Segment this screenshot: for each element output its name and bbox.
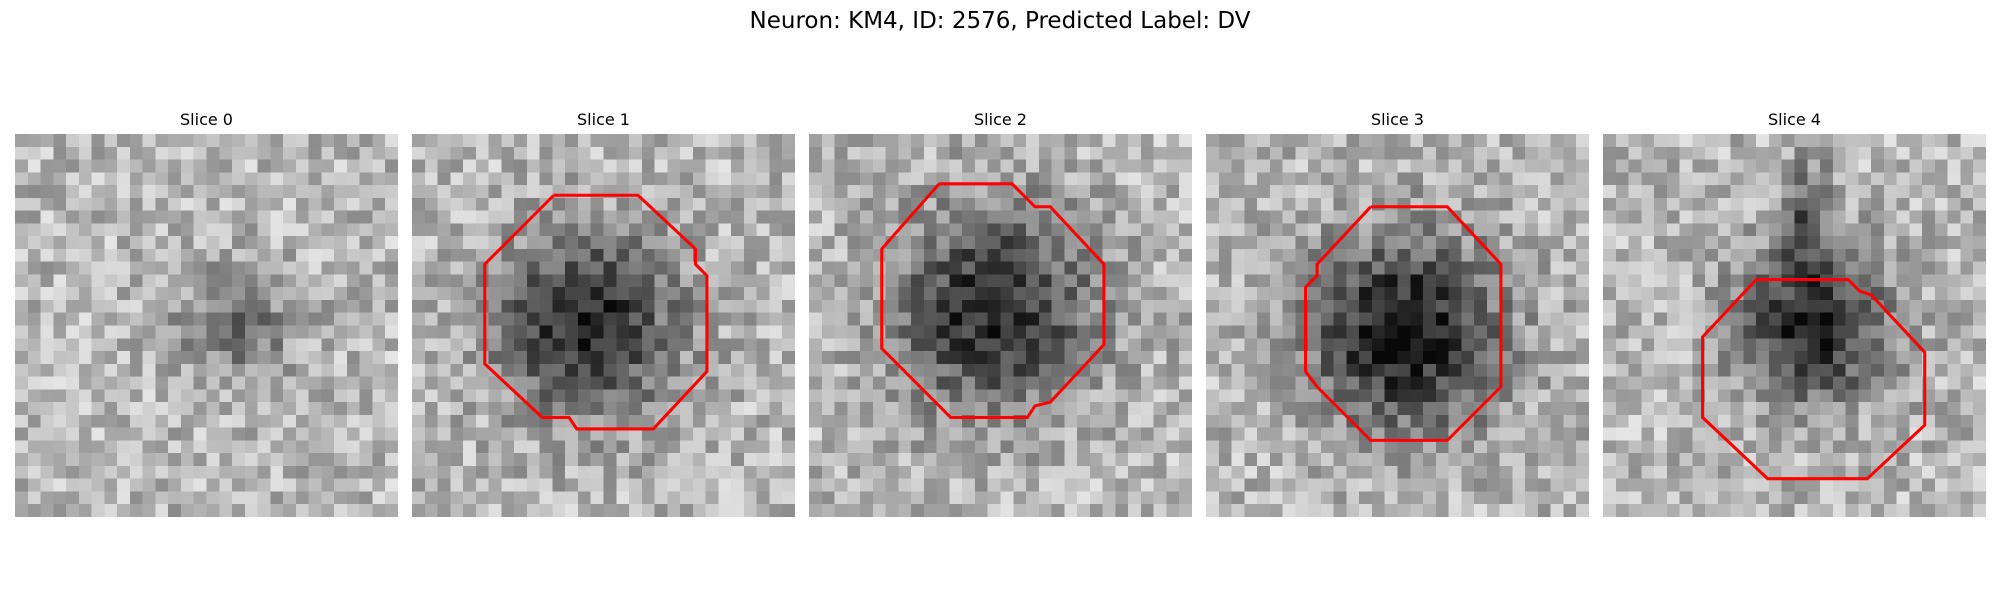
contour-outline <box>880 182 1106 419</box>
slice-title-0: Slice 0 <box>180 110 233 129</box>
slice-title-2: Slice 2 <box>974 110 1027 129</box>
slice-image-4 <box>1603 134 1986 517</box>
contour-outline <box>483 193 709 431</box>
slice-title-4: Slice 4 <box>1768 110 1821 129</box>
contour-outline <box>1701 278 1927 481</box>
slice-title-1: Slice 1 <box>577 110 630 129</box>
contour-outline <box>1304 205 1503 442</box>
slice-image-0 <box>15 134 398 517</box>
slice-image-2 <box>809 134 1192 517</box>
slice-image-1 <box>412 134 795 517</box>
slice-title-3: Slice 3 <box>1371 110 1424 129</box>
slice-image-3 <box>1206 134 1589 517</box>
figure-title: Neuron: KM4, ID: 2576, Predicted Label: … <box>749 8 1251 34</box>
